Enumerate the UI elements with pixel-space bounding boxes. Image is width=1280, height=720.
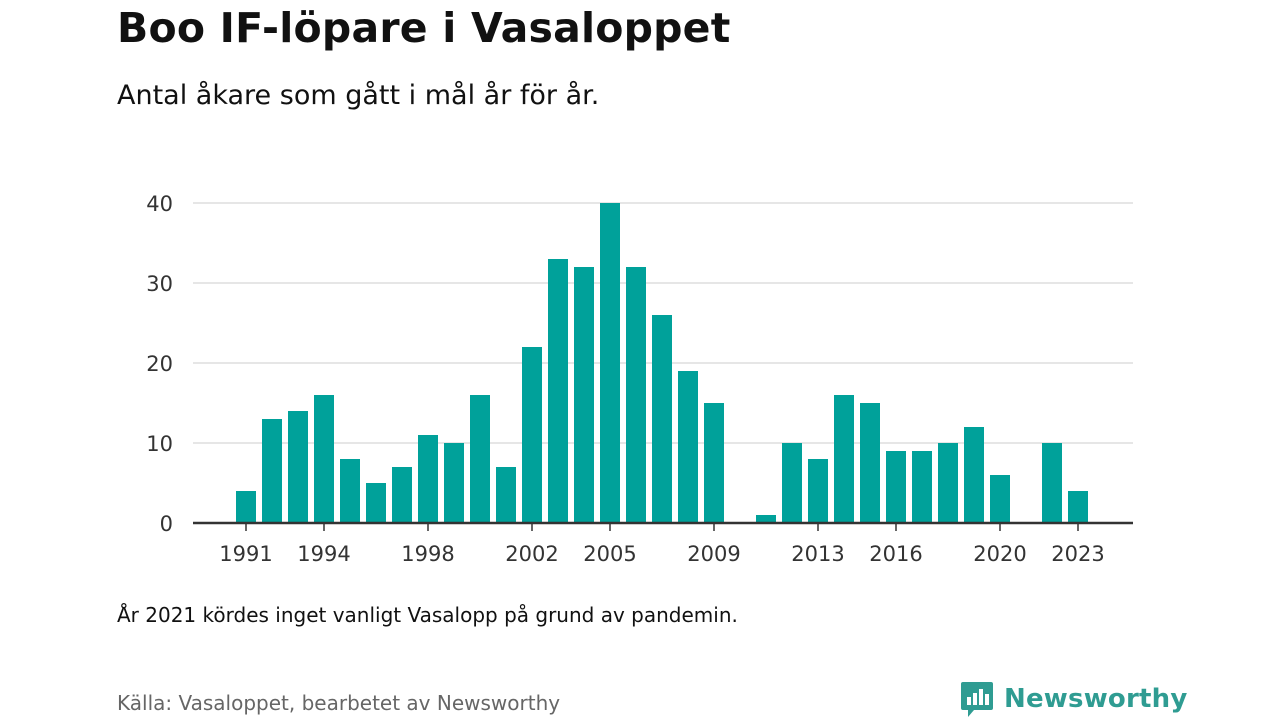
bar-2004 <box>574 267 594 523</box>
bar-2003 <box>548 259 568 523</box>
x-tick-label: 1991 <box>219 542 272 566</box>
x-tick-label: 1998 <box>401 542 454 566</box>
bar-2018 <box>938 443 958 523</box>
y-tick-label: 0 <box>160 512 173 536</box>
bar-2001 <box>496 467 516 523</box>
bar-chart: 0 10 20 30 40 1991 1994 1998 2002 2005 2009 2013 20… <box>146 192 1133 566</box>
bar-1991 <box>236 491 256 523</box>
bar-2022 <box>1042 443 1062 523</box>
bar-2017 <box>912 451 932 523</box>
y-tick-label: 20 <box>146 352 173 376</box>
bar-2008 <box>678 371 698 523</box>
x-tick-label: 1994 <box>297 542 350 566</box>
brand-logo: Newsworthy <box>960 680 1187 718</box>
x-tick-label: 2005 <box>583 542 636 566</box>
bar-1995 <box>340 459 360 523</box>
y-tick-label: 30 <box>146 272 173 296</box>
bars <box>236 203 1088 523</box>
x-axis-tick-labels: 1991 1994 1998 2002 2005 2009 2013 2016 2020 2023 <box>219 523 1105 566</box>
bar-2015 <box>860 403 880 523</box>
x-tick-label: 2002 <box>505 542 558 566</box>
bar-2005 <box>600 203 620 523</box>
bar-2023 <box>1068 491 1088 523</box>
brand-name: Newsworthy <box>1004 684 1188 714</box>
bar-1999 <box>444 443 464 523</box>
bar-2002 <box>522 347 542 523</box>
x-tick-label: 2013 <box>791 542 844 566</box>
bar-2011 <box>756 515 776 523</box>
chart-note: År 2021 kördes inget vanligt Vasalopp på… <box>117 603 738 627</box>
y-axis-tick-labels: 0 10 20 30 40 <box>146 192 173 536</box>
y-tick-label: 40 <box>146 192 173 216</box>
x-tick-label: 2020 <box>973 542 1026 566</box>
chart-title: Boo IF-löpare i Vasaloppet <box>117 4 731 52</box>
newsworthy-logo-icon <box>961 682 993 717</box>
source-text: Källa: Vasaloppet, bearbetet av Newswort… <box>117 691 561 715</box>
bar-2013 <box>808 459 828 523</box>
bar-2019 <box>964 427 984 523</box>
bar-1993 <box>288 411 308 523</box>
bar-2014 <box>834 395 854 523</box>
bar-1992 <box>262 419 282 523</box>
bar-1997 <box>392 467 412 523</box>
bar-2020 <box>990 475 1010 523</box>
x-tick-label: 2016 <box>869 542 922 566</box>
bar-2009 <box>704 403 724 523</box>
chart-subtitle: Antal åkare som gått i mål år för år. <box>117 80 600 111</box>
x-tick-label: 2009 <box>687 542 740 566</box>
bar-2007 <box>652 315 672 523</box>
bar-1996 <box>366 483 386 523</box>
bar-2016 <box>886 451 906 523</box>
bar-2000 <box>470 395 490 523</box>
bar-2012 <box>782 443 802 523</box>
bar-1994 <box>314 395 334 523</box>
bar-2006 <box>626 267 646 523</box>
x-tick-label: 2023 <box>1051 542 1104 566</box>
bar-1998 <box>418 435 438 523</box>
y-tick-label: 10 <box>146 432 173 456</box>
